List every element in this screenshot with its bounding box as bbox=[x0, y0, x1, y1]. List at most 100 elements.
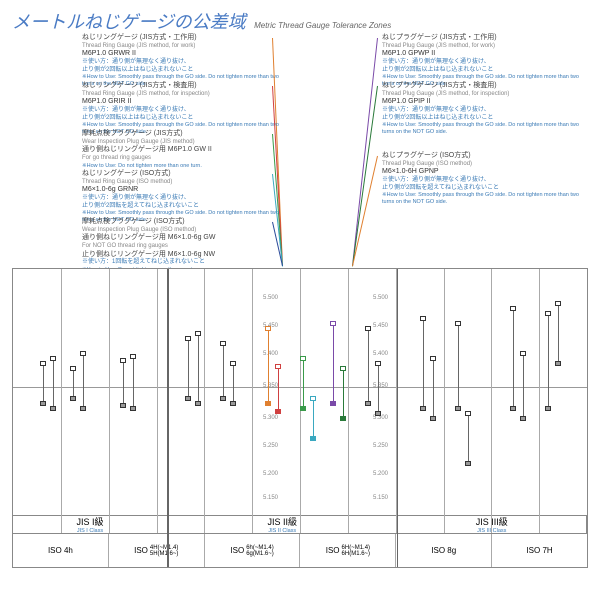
tolerance-marker bbox=[555, 361, 561, 366]
tolerance-marker bbox=[80, 351, 86, 356]
tolerance-marker bbox=[70, 366, 76, 371]
tolerance-bar bbox=[188, 339, 189, 399]
y-tick: 5.250 bbox=[263, 443, 278, 449]
tolerance-bar bbox=[133, 357, 134, 409]
tolerance-marker bbox=[265, 326, 271, 331]
tolerance-marker bbox=[300, 356, 306, 361]
tolerance-marker bbox=[40, 361, 46, 366]
tolerance-marker bbox=[455, 406, 461, 411]
tolerance-marker bbox=[330, 321, 336, 326]
y-tick: 5.200 bbox=[373, 471, 388, 477]
tolerance-marker bbox=[275, 409, 281, 414]
y-tick: 5.150 bbox=[373, 495, 388, 501]
iso-class-cell: ISO4H(~M1.4) 5H(M1.6~) bbox=[109, 534, 205, 567]
tolerance-bar bbox=[458, 324, 459, 409]
tolerance-bar bbox=[368, 329, 369, 404]
tolerance-marker bbox=[465, 461, 471, 466]
grid-line bbox=[491, 269, 492, 533]
tolerance-marker bbox=[510, 406, 516, 411]
tolerance-marker bbox=[120, 403, 126, 408]
y-tick: 5.200 bbox=[263, 471, 278, 477]
tolerance-marker bbox=[230, 401, 236, 406]
grid-major bbox=[167, 269, 169, 567]
grid-line bbox=[300, 269, 301, 533]
tolerance-marker bbox=[50, 406, 56, 411]
iso-class-row: ISO 4hISO4H(~M1.4) 5H(M1.6~)ISO6h(~M1.4)… bbox=[13, 533, 587, 567]
tolerance-marker bbox=[70, 396, 76, 401]
tolerance-marker bbox=[545, 311, 551, 316]
tolerance-marker bbox=[310, 396, 316, 401]
tolerance-marker bbox=[510, 306, 516, 311]
gauge-label: 摩耗点検プラグゲージ (JIS方式)Wear Inspection Plug G… bbox=[82, 130, 282, 169]
tolerance-bar bbox=[123, 361, 124, 406]
label-area: ねじリングゲージ (JIS方式・工作用)Thread Ring Gauge (J… bbox=[12, 34, 588, 266]
tolerance-bar bbox=[343, 369, 344, 419]
y-tick: 5.350 bbox=[373, 383, 388, 389]
tolerance-marker bbox=[310, 436, 316, 441]
y-tick: 5.350 bbox=[263, 383, 278, 389]
iso-class-cell: ISO 7H bbox=[492, 534, 587, 567]
tolerance-bar bbox=[53, 359, 54, 409]
tolerance-marker bbox=[455, 321, 461, 326]
y-tick: 5.450 bbox=[373, 323, 388, 329]
tolerance-bar bbox=[433, 359, 434, 419]
gauge-label: ねじリングゲージ (JIS方式・検査用)Thread Ring Gauge (J… bbox=[82, 82, 282, 136]
grid-line bbox=[539, 269, 540, 533]
tolerance-marker bbox=[330, 401, 336, 406]
iso-class-cell: ISO6H(~M1.4) 6H(M1.6~) bbox=[300, 534, 396, 567]
tolerance-bar bbox=[333, 324, 334, 404]
tolerance-bar bbox=[43, 364, 44, 404]
grid-line bbox=[444, 269, 445, 533]
tolerance-marker bbox=[40, 401, 46, 406]
tolerance-bar bbox=[548, 314, 549, 409]
tolerance-marker bbox=[340, 416, 346, 421]
tolerance-bar bbox=[313, 399, 314, 439]
tolerance-marker bbox=[365, 401, 371, 406]
iso-class-cell: ISO 8g bbox=[396, 534, 492, 567]
tolerance-marker bbox=[80, 406, 86, 411]
tolerance-marker bbox=[365, 326, 371, 331]
grid-line bbox=[157, 269, 158, 533]
y-tick: 5.250 bbox=[373, 443, 388, 449]
y-tick: 5.400 bbox=[373, 351, 388, 357]
tolerance-marker bbox=[430, 356, 436, 361]
tolerance-marker bbox=[185, 336, 191, 341]
page-title: メートルねじゲージの公差域 Metric Thread Gauge Tolera… bbox=[12, 8, 588, 34]
tolerance-marker bbox=[430, 416, 436, 421]
gauge-label: ねじリングゲージ (ISO方式)Thread Ring Gauge (ISO m… bbox=[82, 170, 282, 224]
tolerance-bar bbox=[513, 309, 514, 409]
tolerance-marker bbox=[420, 406, 426, 411]
jis-class-cell: JIS I級JIS I Class bbox=[13, 516, 168, 533]
y-tick: 5.500 bbox=[373, 295, 388, 301]
tolerance-bar bbox=[303, 359, 304, 409]
tolerance-bar bbox=[558, 304, 559, 364]
tolerance-bar bbox=[423, 319, 424, 409]
tolerance-bar bbox=[278, 367, 279, 412]
tolerance-bar bbox=[378, 364, 379, 414]
tolerance-marker bbox=[375, 361, 381, 366]
tolerance-marker bbox=[545, 406, 551, 411]
tolerance-marker bbox=[465, 411, 471, 416]
y-tick: 5.300 bbox=[263, 415, 278, 421]
gauge-label: ねじプラグゲージ (JIS方式・検査用)Thread Plug Gauge (J… bbox=[382, 82, 582, 136]
iso-class-cell: ISO6h(~M1.4) 6g(M1.6~) bbox=[205, 534, 301, 567]
tolerance-marker bbox=[130, 406, 136, 411]
tolerance-bar bbox=[268, 329, 269, 404]
tolerance-marker bbox=[195, 331, 201, 336]
grid-major bbox=[397, 269, 399, 567]
tolerance-marker bbox=[265, 401, 271, 406]
grid-line bbox=[252, 269, 253, 533]
jis-class-cell: JIS II級JIS II Class bbox=[168, 516, 398, 533]
tolerance-bar bbox=[468, 414, 469, 464]
grid-line bbox=[109, 269, 110, 533]
tolerance-marker bbox=[300, 406, 306, 411]
grid-line bbox=[61, 269, 62, 533]
tolerance-marker bbox=[120, 358, 126, 363]
tolerance-marker bbox=[420, 316, 426, 321]
tolerance-bar bbox=[83, 354, 84, 409]
tolerance-marker bbox=[220, 396, 226, 401]
tolerance-marker bbox=[195, 401, 201, 406]
tolerance-marker bbox=[375, 411, 381, 416]
gauge-label: ねじプラグゲージ (JIS方式・工作用)Thread Plug Gauge (J… bbox=[382, 34, 582, 88]
tolerance-marker bbox=[555, 301, 561, 306]
